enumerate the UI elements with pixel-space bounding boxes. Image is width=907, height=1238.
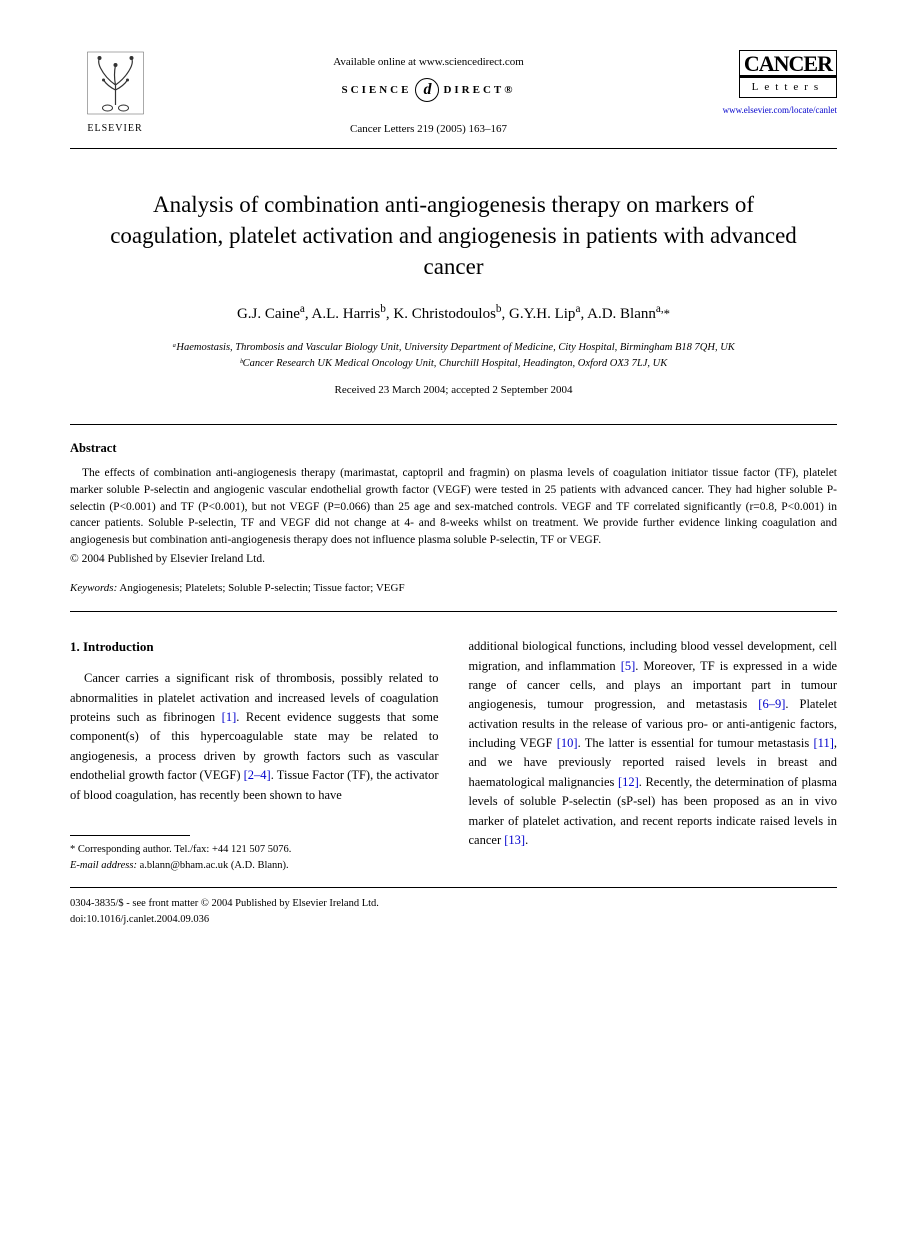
column-left: 1. Introduction Cancer carries a signifi…: [70, 637, 439, 873]
available-online-text: Available online at www.sciencedirect.co…: [160, 55, 697, 70]
sd-text-right: DIRECT®: [443, 83, 515, 98]
article-dates: Received 23 March 2004; accepted 2 Septe…: [70, 383, 837, 398]
divider-bottom: [70, 611, 837, 612]
text-seg-r7: .: [525, 833, 528, 847]
sd-circle-icon: d: [415, 78, 439, 102]
footnotes: * Corresponding author. Tel./fax: +44 12…: [70, 842, 439, 874]
ref-link-11[interactable]: [11]: [814, 736, 834, 750]
footer-issn-line: 0304-3835/$ - see front matter © 2004 Pu…: [70, 896, 837, 912]
text-seg-r4: . The latter is essential for tumour met…: [578, 736, 814, 750]
section-heading-intro: 1. Introduction: [70, 637, 439, 657]
keywords-label: Keywords:: [70, 582, 117, 594]
journal-url[interactable]: www.elsevier.com/locate/canlet: [697, 104, 837, 117]
ref-link-5[interactable]: [5]: [621, 659, 636, 673]
citation-line: Cancer Letters 219 (2005) 163–167: [160, 122, 697, 137]
column-right: additional biological functions, includi…: [469, 637, 838, 873]
ref-link-6-9[interactable]: [6–9]: [758, 697, 785, 711]
footer-divider: [70, 887, 837, 888]
article-title: Analysis of combination anti-angiogenesi…: [110, 189, 797, 282]
sciencedirect-logo: SCIENCE d DIRECT®: [342, 78, 516, 102]
keywords-text: Angiogenesis; Platelets; Soluble P-selec…: [117, 582, 404, 594]
header-center: Available online at www.sciencedirect.co…: [160, 50, 697, 138]
journal-name-bottom: Letters: [740, 78, 836, 97]
divider-top: [70, 424, 837, 425]
abstract-heading: Abstract: [70, 440, 837, 458]
body-columns: 1. Introduction Cancer carries a signifi…: [70, 637, 837, 873]
email-line: E-mail address: a.blann@bham.ac.uk (A.D.…: [70, 858, 439, 874]
ref-link-2-4[interactable]: [2–4]: [244, 768, 271, 782]
corresponding-author: * Corresponding author. Tel./fax: +44 12…: [70, 842, 439, 858]
affiliations: ᵃHaemostasis, Thrombosis and Vascular Bi…: [70, 340, 837, 372]
affiliation-a: ᵃHaemostasis, Thrombosis and Vascular Bi…: [70, 340, 837, 356]
ref-link-10[interactable]: [10]: [557, 736, 578, 750]
abstract-copyright: © 2004 Published by Elsevier Ireland Ltd…: [70, 551, 837, 567]
footer-doi-line: doi:10.1016/j.canlet.2004.09.036: [70, 912, 837, 928]
footer-meta: 0304-3835/$ - see front matter © 2004 Pu…: [70, 896, 837, 928]
intro-paragraph-left: Cancer carries a significant risk of thr…: [70, 669, 439, 805]
email-address[interactable]: a.blann@bham.ac.uk (A.D. Blann).: [137, 860, 289, 871]
journal-logo: CANCER Letters: [739, 50, 837, 98]
journal-brand-block: CANCER Letters www.elsevier.com/locate/c…: [697, 50, 837, 117]
email-label: E-mail address:: [70, 860, 137, 871]
ref-link-12[interactable]: [12]: [618, 775, 639, 789]
keywords-line: Keywords: Angiogenesis; Platelets; Solub…: [70, 581, 837, 596]
journal-header: ELSEVIER Available online at www.science…: [70, 50, 837, 149]
ref-link-1[interactable]: [1]: [222, 710, 237, 724]
affiliation-b: ᵇCancer Research UK Medical Oncology Uni…: [70, 356, 837, 372]
journal-name-top: CANCER: [740, 51, 836, 78]
footnote-divider: [70, 835, 190, 836]
publisher-name: ELSEVIER: [87, 122, 142, 136]
abstract-text: The effects of combination anti-angiogen…: [70, 465, 837, 548]
elsevier-tree-icon: [83, 50, 148, 120]
ref-link-13[interactable]: [13]: [504, 833, 525, 847]
publisher-block: ELSEVIER: [70, 50, 160, 136]
intro-paragraph-right: additional biological functions, includi…: [469, 637, 838, 850]
authors-line: G.J. Cainea, A.L. Harrisb, K. Christodou…: [70, 302, 837, 325]
sd-text-left: SCIENCE: [342, 83, 412, 98]
